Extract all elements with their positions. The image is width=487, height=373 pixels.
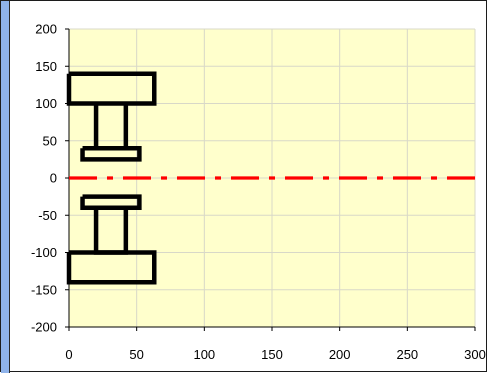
x-tick-label: 100 [193, 347, 215, 362]
y-tick-label: -100 [31, 245, 57, 260]
series-layer [66, 71, 475, 285]
x-tick-label: 300 [464, 347, 486, 362]
section-outline-segment [66, 250, 157, 285]
x-tick-label: 250 [396, 347, 418, 362]
y-tick-label: 100 [35, 96, 57, 111]
x-tick-label: 150 [261, 347, 283, 362]
y-tick-label: -50 [38, 208, 57, 223]
y-tick-label: 0 [50, 171, 57, 186]
section-outline-segment [80, 145, 142, 162]
x-tick-label: 200 [329, 347, 351, 362]
section-outline-segment [66, 71, 157, 106]
x-tick-label: 50 [129, 347, 143, 362]
tick-labels: 0 50 100 150 200 250 300 200 150 100 50 0 -50 -100 -15… [31, 22, 486, 363]
y-tick-label: -150 [31, 282, 57, 297]
left-border-strip [1, 1, 10, 373]
y-tick-label: -200 [31, 320, 57, 335]
section-outline-segment [80, 194, 142, 211]
x-tick-label: 0 [65, 347, 72, 362]
y-tick-label: 200 [35, 22, 57, 37]
y-tick-label: 150 [35, 59, 57, 74]
y-tick-label: 50 [43, 133, 57, 148]
